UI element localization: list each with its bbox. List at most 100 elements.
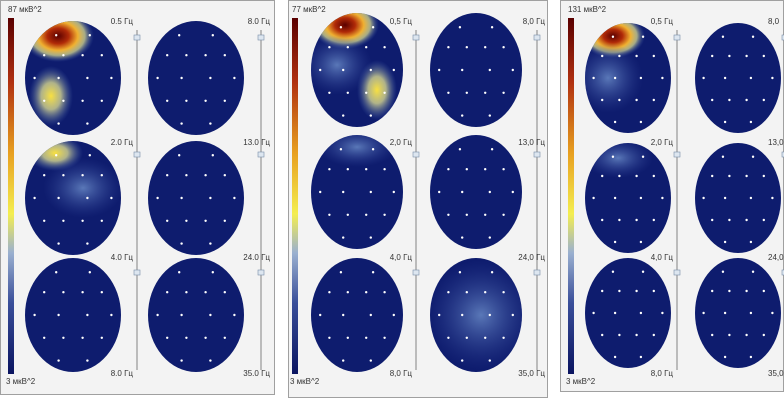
electrode xyxy=(447,291,450,294)
electrode xyxy=(461,190,464,194)
electrode xyxy=(613,196,617,200)
electrode xyxy=(209,196,212,200)
electrode xyxy=(751,270,755,273)
electrode xyxy=(81,99,84,103)
electrode xyxy=(762,333,765,337)
frequency-label: 8.0 Гц xyxy=(248,17,271,26)
electrode xyxy=(652,54,655,58)
electrode xyxy=(88,34,92,37)
electrode xyxy=(180,76,183,80)
electrode xyxy=(723,120,727,124)
electrode xyxy=(180,122,183,125)
electrode xyxy=(490,148,494,151)
brain-map-bg xyxy=(695,258,781,368)
electrode xyxy=(209,122,212,125)
electrode xyxy=(223,291,226,294)
frequency-label: 2,0 Гц xyxy=(390,138,413,147)
slider-thumb xyxy=(673,34,681,41)
electrode xyxy=(57,242,60,245)
electrode xyxy=(723,76,727,80)
electrode xyxy=(502,213,505,216)
electrode xyxy=(328,91,331,95)
electrode xyxy=(745,174,748,178)
frequency-label: 24,0 Гц xyxy=(518,253,545,262)
electrode xyxy=(369,313,372,317)
slider-thumb xyxy=(133,151,141,158)
electrode xyxy=(488,313,491,317)
scale-max-label: 87 мкВ^2 xyxy=(8,5,42,14)
activity-spot xyxy=(430,260,522,370)
electrode xyxy=(57,196,60,200)
brain-map-bg xyxy=(148,21,244,135)
electrode xyxy=(178,271,181,274)
electrode xyxy=(723,311,727,315)
electrode xyxy=(204,219,207,222)
color-scale xyxy=(568,18,574,374)
electrode xyxy=(618,333,621,337)
electrode xyxy=(502,291,505,294)
electrode xyxy=(383,213,386,216)
slider-thumb xyxy=(673,269,681,276)
electrode xyxy=(592,311,595,315)
electrode xyxy=(762,174,765,178)
frequency-label: 24,0 xyxy=(768,253,784,262)
electrode xyxy=(484,91,487,95)
electrode xyxy=(86,242,89,245)
brain-map xyxy=(695,143,781,253)
electrode xyxy=(62,291,65,294)
electrode xyxy=(484,291,487,294)
electrode xyxy=(319,68,322,72)
electrode xyxy=(488,68,491,72)
scale-max-label: 77 мкВ^2 xyxy=(292,5,326,14)
electrode xyxy=(365,91,368,95)
electrode xyxy=(639,120,643,124)
frequency-label: 4,0 Гц xyxy=(390,253,413,262)
electrode xyxy=(43,336,46,339)
electrode xyxy=(204,99,207,103)
electrode xyxy=(100,99,104,103)
electrode xyxy=(702,311,705,315)
electrode xyxy=(204,291,207,294)
electrode xyxy=(346,46,349,49)
scale-min-label: 3 мкВ^2 xyxy=(290,377,320,386)
electrode xyxy=(204,174,207,177)
electrode xyxy=(484,168,487,171)
electrode xyxy=(490,26,494,29)
electrode xyxy=(185,219,188,222)
electrode xyxy=(461,313,464,317)
frequency-label: 24.0 Гц xyxy=(243,253,270,262)
brain-map xyxy=(430,13,522,127)
slider-thumb xyxy=(781,34,784,41)
electrode xyxy=(81,336,84,339)
electrode xyxy=(465,46,468,49)
electrode xyxy=(180,196,183,200)
frequency-label: 13,0 Гц xyxy=(518,138,545,147)
electrode xyxy=(371,26,375,29)
electrode xyxy=(57,359,60,362)
electrode xyxy=(618,98,621,102)
brain-map xyxy=(311,13,403,127)
frequency-label: 8,0 xyxy=(768,17,780,26)
electrode xyxy=(185,174,188,177)
electrode xyxy=(81,291,84,294)
electrode xyxy=(635,98,638,102)
electrode xyxy=(223,174,226,177)
slider-thumb xyxy=(133,269,141,276)
electrode xyxy=(613,76,617,80)
electrode xyxy=(635,54,638,58)
electrode xyxy=(641,35,645,38)
electrode xyxy=(511,313,514,317)
electrode xyxy=(365,336,368,339)
electrode xyxy=(86,196,89,200)
electrode xyxy=(55,271,58,274)
electrode xyxy=(209,313,212,317)
electrode xyxy=(711,54,714,58)
electrode xyxy=(339,148,343,151)
electrode xyxy=(88,154,92,157)
activity-spot xyxy=(585,43,643,113)
electrode xyxy=(652,333,655,337)
electrode xyxy=(749,311,753,315)
electrode xyxy=(502,336,505,339)
electrode xyxy=(156,196,159,200)
electrode xyxy=(365,168,368,171)
